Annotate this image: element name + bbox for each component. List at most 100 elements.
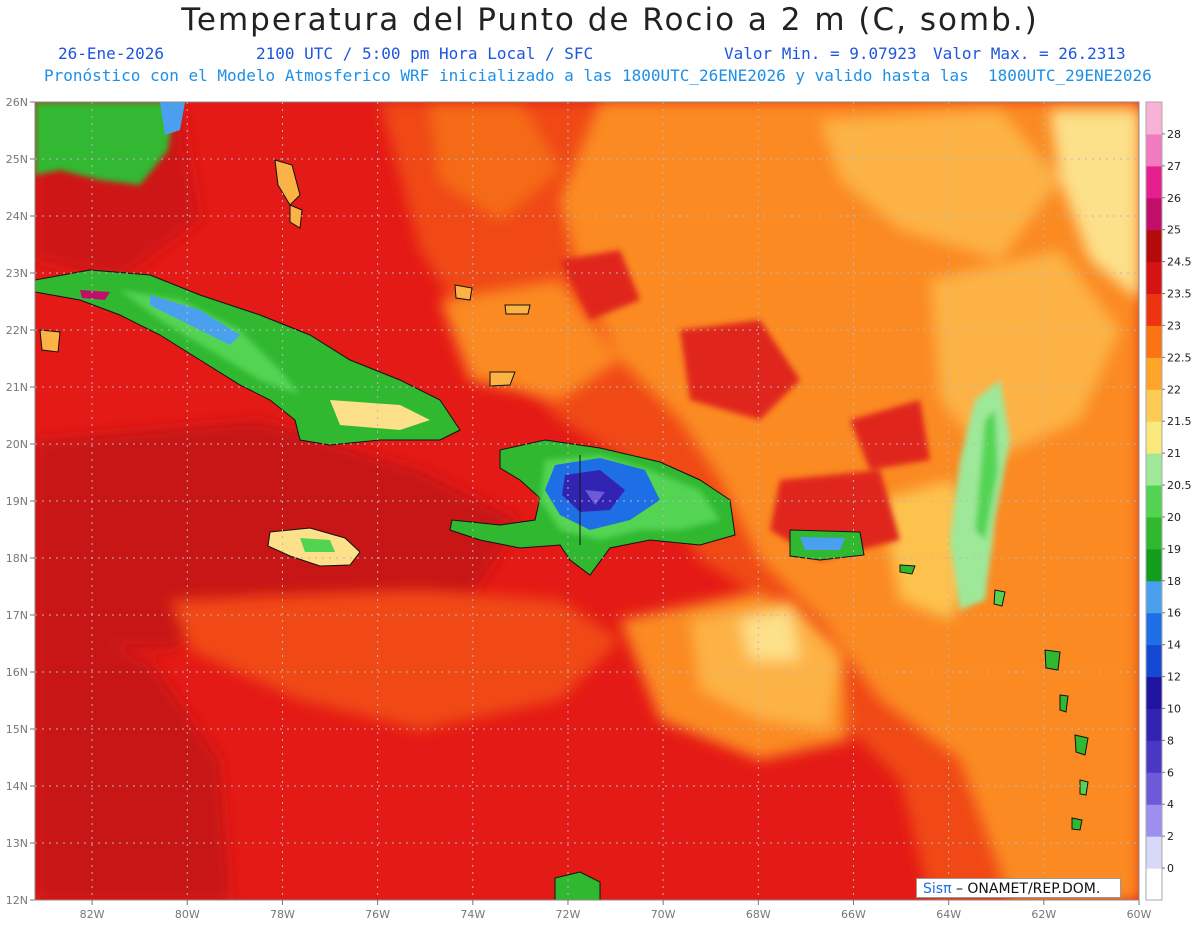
longitude-labels: 82W 80W 78W 76W 74W 72W 70W 68W 66W 64W 62W 60W <box>80 900 1152 921</box>
model-info-label: Pronóstico con el Modelo Atmosferico WRF… <box>44 66 1152 85</box>
max-value-label: Valor Max. = 26.2313 <box>933 44 1126 63</box>
field-red-patches <box>560 250 930 560</box>
lat-label: 12N <box>6 894 28 907</box>
lon-label: 76W <box>365 908 390 921</box>
legend-label: 22.5 <box>1167 351 1192 364</box>
lat-label: 19N <box>6 495 28 508</box>
lat-label: 23N <box>6 267 28 280</box>
legend-label: 14 <box>1167 639 1181 652</box>
credit-box: Sisπ – ONAMET/REP.DOM. <box>916 878 1121 898</box>
legend-frame <box>1145 101 1163 901</box>
legend-swatch <box>1146 453 1162 486</box>
lon-label: 62W <box>1031 908 1056 921</box>
legend-swatch <box>1146 708 1162 741</box>
field-green-band <box>950 380 1010 610</box>
lon-label: 68W <box>746 908 771 921</box>
legend-swatch <box>1146 197 1162 231</box>
lon-label: 80W <box>175 908 200 921</box>
legend-swatch <box>1146 229 1162 263</box>
legend-swatch <box>1146 644 1162 678</box>
lon-label: 78W <box>270 908 295 921</box>
cuba <box>35 269 461 446</box>
time-label: 2100 UTC / 5:00 pm Hora Local / SFC <box>256 44 594 63</box>
lat-label: 26N <box>6 96 28 109</box>
lon-label: 70W <box>651 908 676 921</box>
legend-swatch <box>1146 676 1162 709</box>
legend-label: 20.5 <box>1167 479 1192 492</box>
jamaica <box>267 527 361 567</box>
legend-label: 23 <box>1167 319 1181 332</box>
small-islands <box>274 159 1089 900</box>
legend-label: 21.5 <box>1167 415 1192 428</box>
lon-label: 60W <box>1127 908 1152 921</box>
legend-label: 21 <box>1167 447 1181 460</box>
legend-swatch <box>1146 133 1162 167</box>
legend-swatch <box>1146 325 1162 358</box>
legend-swatch <box>1146 516 1162 550</box>
lat-label: 17N <box>6 609 28 622</box>
puerto-rico <box>789 529 865 561</box>
legend-label: 2 <box>1167 830 1174 843</box>
legend-label: 6 <box>1167 766 1174 779</box>
lon-label: 82W <box>80 908 105 921</box>
legend-label: 0 <box>1167 862 1174 875</box>
field-light-orange <box>690 110 1139 730</box>
isla-juventud <box>39 329 61 353</box>
color-legend: 0 2 4 6 8 10 12 14 16 18 19 20 20.5 21 21.5 22 22.5 23 23.… <box>1145 101 1192 901</box>
lat-label: 20N <box>6 438 28 451</box>
legend-swatch <box>1146 102 1162 135</box>
legend-swatch <box>1146 165 1162 199</box>
legend-label: 10 <box>1167 702 1181 715</box>
lat-label: 25N <box>6 153 28 166</box>
lon-label: 64W <box>936 908 961 921</box>
legend-label: 4 <box>1167 798 1174 811</box>
lat-label: 14N <box>6 780 28 793</box>
lat-label: 18N <box>6 552 28 565</box>
lat-label: 15N <box>6 723 28 736</box>
legend-label: 24.5 <box>1167 256 1192 269</box>
hispaniola <box>449 439 736 576</box>
legend-swatch <box>1146 357 1162 390</box>
legend-swatch <box>1146 836 1162 869</box>
lat-label: 13N <box>6 837 28 850</box>
lon-label: 66W <box>841 908 866 921</box>
legend-label: 16 <box>1167 607 1181 620</box>
legend-swatch <box>1146 293 1162 326</box>
lon-label: 72W <box>556 908 581 921</box>
sispi-logo: Sisπ <box>923 881 952 897</box>
map-title: Temperatura del Punto de Rocio a 2 m (C,… <box>181 2 1039 38</box>
map-field <box>35 102 1139 900</box>
min-value-label: Valor Min. = 9.07923 <box>724 44 917 63</box>
lon-label: 74W <box>460 908 485 921</box>
date-label: 26-Ene-2026 <box>58 44 164 63</box>
legend-label: 8 <box>1167 734 1174 747</box>
legend-swatch <box>1146 548 1162 582</box>
legend-swatch <box>1146 261 1162 295</box>
legend-swatch <box>1146 421 1162 454</box>
lat-label: 21N <box>6 381 28 394</box>
legend-swatch <box>1146 740 1162 773</box>
lat-label: 22N <box>6 324 28 337</box>
legend-label: 27 <box>1167 160 1181 173</box>
legend-label: 28 <box>1167 128 1181 141</box>
legend-swatch <box>1146 485 1162 518</box>
legend-label: 23.5 <box>1167 288 1192 301</box>
legend-label: 20 <box>1167 511 1181 524</box>
legend-label: 26 <box>1167 192 1181 205</box>
legend-swatch <box>1146 868 1162 901</box>
legend-label: 19 <box>1167 543 1181 556</box>
legend-swatch <box>1146 804 1162 837</box>
lat-label: 16N <box>6 666 28 679</box>
florida <box>35 102 185 185</box>
legend-swatch <box>1146 612 1162 646</box>
legend-swatch <box>1146 772 1162 805</box>
legend-label: 18 <box>1167 575 1181 588</box>
lat-label: 24N <box>6 210 28 223</box>
legend-swatch <box>1146 580 1162 614</box>
legend-label: 22 <box>1167 383 1181 396</box>
latitude-labels: 26N 25N 24N 23N 22N 21N 20N 19N 18N 17N 16N 15N 14N 1… <box>6 96 35 907</box>
legend-label: 12 <box>1167 671 1181 684</box>
legend-swatch <box>1146 389 1162 422</box>
legend-label: 25 <box>1167 224 1181 237</box>
